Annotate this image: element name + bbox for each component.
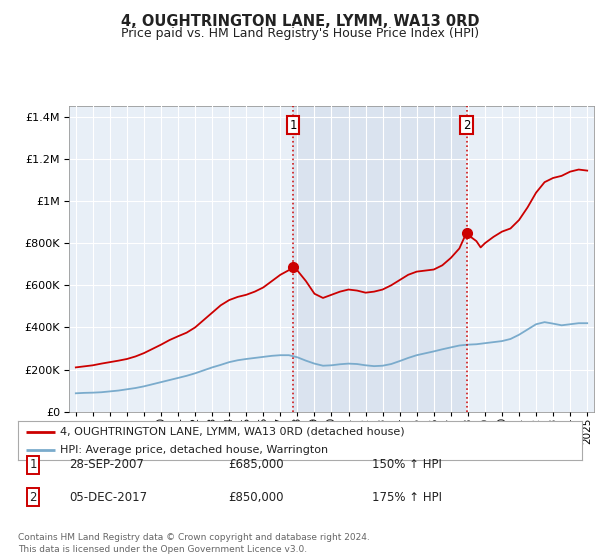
Text: £850,000: £850,000: [228, 491, 284, 504]
Text: 2: 2: [463, 119, 470, 132]
Text: Price paid vs. HM Land Registry's House Price Index (HPI): Price paid vs. HM Land Registry's House …: [121, 27, 479, 40]
Text: 150% ↑ HPI: 150% ↑ HPI: [372, 458, 442, 472]
Text: HPI: Average price, detached house, Warrington: HPI: Average price, detached house, Warr…: [60, 445, 328, 455]
Text: 1: 1: [29, 458, 37, 472]
Text: £685,000: £685,000: [228, 458, 284, 472]
Text: Contains HM Land Registry data © Crown copyright and database right 2024.
This d: Contains HM Land Registry data © Crown c…: [18, 533, 370, 554]
Text: 4, OUGHTRINGTON LANE, LYMM, WA13 0RD (detached house): 4, OUGHTRINGTON LANE, LYMM, WA13 0RD (de…: [60, 427, 405, 437]
Text: 28-SEP-2007: 28-SEP-2007: [69, 458, 144, 472]
Text: 175% ↑ HPI: 175% ↑ HPI: [372, 491, 442, 504]
Bar: [293, 106, 466, 412]
Text: 4, OUGHTRINGTON LANE, LYMM, WA13 0RD: 4, OUGHTRINGTON LANE, LYMM, WA13 0RD: [121, 14, 479, 29]
Text: 05-DEC-2017: 05-DEC-2017: [69, 491, 147, 504]
Text: 2: 2: [29, 491, 37, 504]
Text: 1: 1: [289, 119, 297, 132]
